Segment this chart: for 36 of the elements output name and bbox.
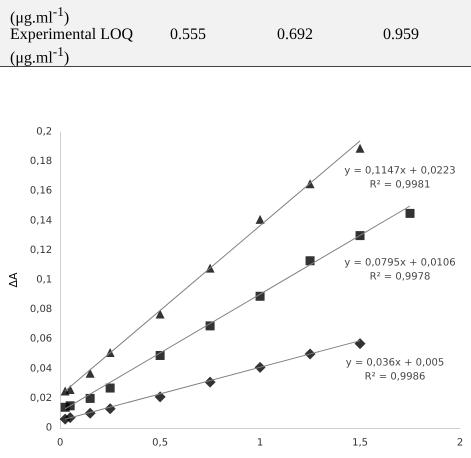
text: Experimental LOQ (μg.ml$^{-1}$) (10, 26, 134, 68)
y-tick-label: 0,04 (30, 363, 52, 374)
y-tick-label: 0,12 (30, 244, 52, 256)
x-tick-label: 2 (456, 438, 464, 448)
x-tick-label: 0 (56, 438, 64, 448)
text: 0.692 (277, 26, 313, 44)
point (156, 310, 165, 319)
point (256, 214, 265, 224)
y-axis-title: ΔA (7, 272, 20, 288)
point (356, 144, 365, 153)
point (106, 384, 115, 393)
text: 0.959 (383, 26, 419, 44)
text: (μg.ml$^{-1}$) (10, 4, 70, 28)
annotation: y = 0,0795x + 0,0106 R² = 0,9978 (344, 258, 456, 282)
point (306, 256, 315, 266)
text: 0.555 (170, 26, 206, 44)
y-tick-label: 0 (46, 422, 52, 434)
point (66, 385, 75, 394)
y-tick-label: 0,06 (30, 334, 52, 345)
point (154, 391, 166, 402)
x-tick-label: 0,5 (152, 438, 168, 448)
y-tick-label: 0,02 (30, 392, 52, 404)
annotation: y = 0,1147x + 0,0223 R² = 0,9981 (344, 166, 456, 190)
y-tick-label: 0,1 (36, 274, 52, 286)
point (86, 368, 95, 378)
y-tick-label: 0,2 (36, 126, 52, 138)
point (406, 208, 415, 218)
y-tick-label: 0,18 (30, 156, 52, 168)
point (86, 394, 95, 403)
y-tick-label: 0,08 (30, 304, 52, 316)
x-tick-label: 1,5 (352, 438, 368, 448)
y-tick-label: 0,14 (30, 215, 52, 226)
y-tick-label: 0,16 (30, 186, 52, 197)
annotation: y = 0,036x + 0,005 R² = 0,9986 (346, 358, 444, 382)
point (354, 338, 366, 350)
x-tick-label: 1 (256, 438, 264, 448)
